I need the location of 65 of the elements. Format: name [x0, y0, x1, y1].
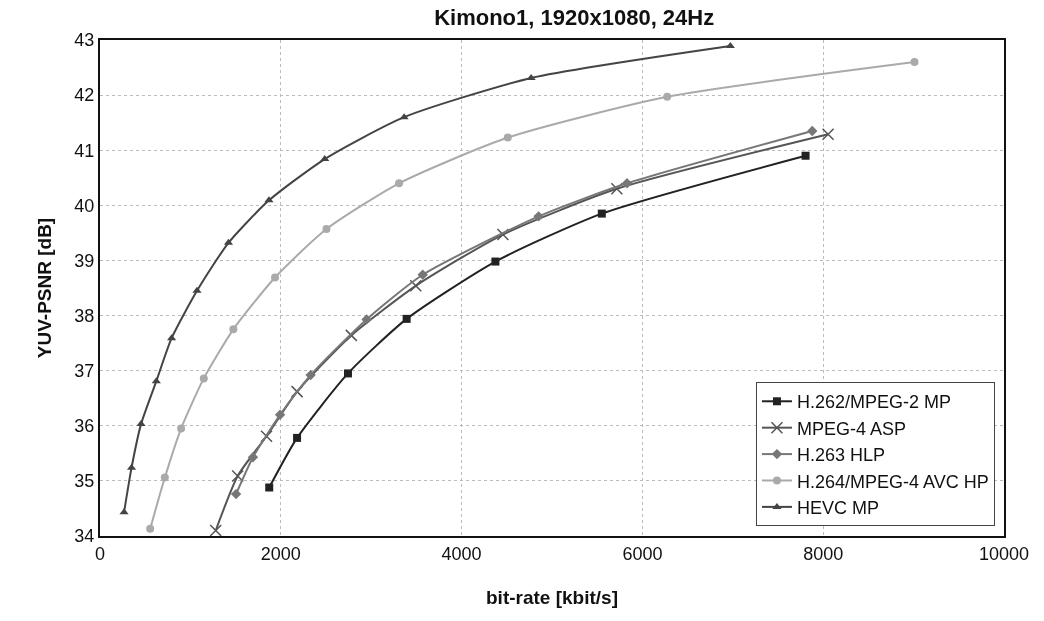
- point: [199, 374, 208, 383]
- point: [290, 385, 304, 398]
- point: [597, 209, 606, 218]
- x-axis-title: bit-rate [kbit/s]: [486, 587, 618, 608]
- y-tick-label: 42: [74, 85, 95, 106]
- point: [807, 125, 818, 137]
- y-axis-title: YUV-PSNR [dB]: [34, 217, 55, 359]
- point: [533, 211, 544, 222]
- point: [610, 182, 624, 196]
- point: [663, 92, 672, 101]
- point: [160, 473, 169, 482]
- x-tick-label: 8000: [803, 543, 844, 564]
- legend-label: HEVC MP: [796, 497, 879, 518]
- point: [271, 273, 280, 282]
- legend-label: H.262/MPEG-2 MP: [796, 392, 952, 413]
- point: [146, 524, 155, 533]
- y-tick-label: 43: [74, 30, 95, 51]
- x-tick-label: 0: [94, 543, 106, 564]
- y-tick-label: 39: [74, 250, 95, 271]
- point: [209, 524, 222, 536]
- point: [151, 377, 161, 384]
- point: [526, 74, 536, 81]
- point: [136, 420, 146, 427]
- point: [409, 279, 423, 293]
- legend-label: H.263 HLP: [796, 445, 886, 466]
- point: [322, 225, 331, 234]
- point: [503, 133, 512, 142]
- point: [491, 257, 500, 266]
- x-tick-label: 6000: [622, 543, 663, 564]
- point: [229, 325, 238, 334]
- point: [265, 483, 274, 492]
- y-tick-label: 40: [74, 195, 95, 216]
- y-tick-label: 41: [74, 140, 95, 161]
- point: [725, 42, 735, 49]
- point: [361, 314, 372, 325]
- x-tick-label: 4000: [441, 543, 482, 564]
- point: [293, 433, 302, 442]
- y-tick-label: 36: [74, 416, 95, 437]
- point: [343, 369, 352, 378]
- point: [305, 369, 316, 381]
- point: [177, 424, 186, 433]
- legend-label: MPEG-4 ASP: [796, 418, 907, 439]
- point: [417, 269, 428, 280]
- point: [260, 430, 273, 443]
- point: [801, 151, 810, 160]
- point: [910, 58, 919, 67]
- point: [496, 228, 510, 241]
- point: [247, 451, 259, 463]
- point: [621, 178, 633, 189]
- y-tick-label: 38: [74, 305, 95, 326]
- x-tick-label: 10000: [978, 543, 1030, 564]
- x-tick-label: 2000: [260, 543, 301, 564]
- y-tick-label: 37: [74, 360, 95, 381]
- chart-title: Kimono1, 1920x1080, 24Hz: [434, 4, 715, 30]
- point: [230, 488, 242, 500]
- y-tick-label: 35: [74, 471, 95, 492]
- point: [231, 469, 244, 483]
- point: [274, 409, 286, 420]
- point: [821, 127, 835, 141]
- legend-label: H.264/MPEG-4 AVC HP: [796, 471, 989, 492]
- point: [395, 179, 404, 188]
- y-tick-label: 34: [74, 526, 95, 547]
- point: [192, 286, 202, 293]
- point: [320, 155, 330, 162]
- point: [402, 314, 411, 323]
